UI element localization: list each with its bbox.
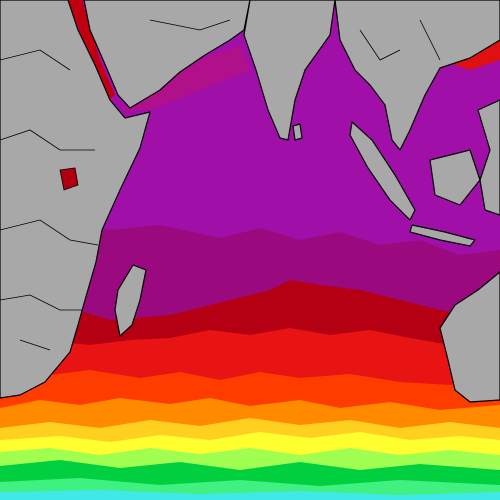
land-sri-lanka (292, 123, 303, 141)
land-borneo (429, 149, 481, 206)
borders (0, 19, 441, 351)
land-sumatra (349, 121, 416, 221)
land-java (409, 224, 476, 247)
land-india (243, 0, 336, 141)
land-australia (439, 271, 500, 403)
land-madagascar (114, 264, 147, 337)
lake (59, 167, 79, 191)
land-southeast-asia (334, 0, 500, 151)
temperature-band (68, 0, 115, 100)
land-islands (477, 99, 500, 216)
temperature-band (0, 490, 500, 500)
